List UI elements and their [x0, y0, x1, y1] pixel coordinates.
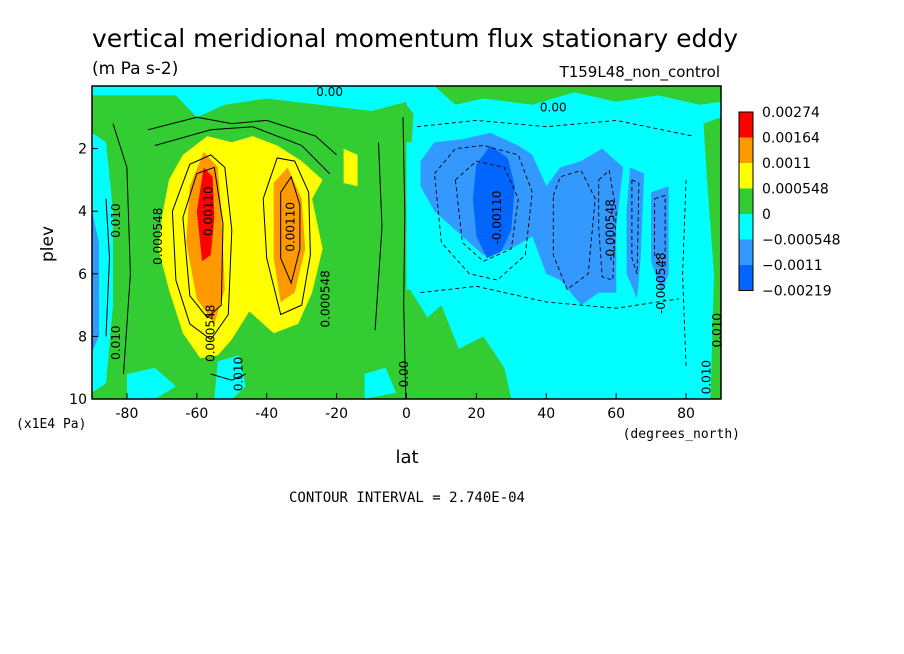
x-tick-label: -20 — [325, 406, 348, 422]
contour-fill-region-18 — [626, 167, 645, 299]
contour-labels: 0.00 0.00 0.010 0.000548 0.00110 0.000548 0.00… — [109, 85, 724, 394]
legend-swatch-1 — [739, 137, 753, 163]
x-axis-label: lat — [395, 447, 418, 468]
contour-fill-region-12 — [196, 167, 215, 262]
contour-fill-region-11 — [273, 167, 306, 302]
contour-label-0: 0.00 — [316, 85, 343, 99]
legend-level-label: 0.0011 — [762, 156, 811, 172]
contour-label-12: -0.000548 — [603, 199, 617, 261]
y-axis-ticks: 2 4 6 8 10 — [69, 142, 98, 408]
contour-label-2: 0.010 — [109, 203, 123, 237]
contour-line-0 — [112, 123, 131, 375]
legend-swatch-2 — [739, 163, 753, 189]
contour-lines — [105, 116, 694, 399]
contour-line-13 — [552, 169, 596, 291]
contour-interval-note: CONTOUR INTERVAL = 2.740E-04 — [289, 490, 525, 506]
legend-level-label: 0 — [762, 207, 771, 223]
color-legend: 0.00274 0.00164 0.0011 0.000548 0 −0.000548 −0… — [738, 105, 841, 300]
contour-fill-region-13 — [434, 86, 721, 105]
contour-line-8 — [210, 373, 247, 381]
legend-level-label: 0.00274 — [762, 105, 820, 121]
x-tick-label: 20 — [467, 406, 485, 422]
legend-swatch-5 — [739, 239, 753, 265]
contour-line-4 — [262, 157, 311, 316]
y-tick-label: 6 — [78, 267, 87, 283]
contour-fill-region-15 — [703, 117, 721, 399]
contour-fill-region-6 — [214, 355, 246, 399]
contour-line-16 — [654, 194, 666, 269]
contour-line-5 — [280, 175, 301, 285]
x-tick-label: 80 — [677, 406, 695, 422]
x-axis-ticks: -80 -60 -40 -20 0 20 40 60 80 — [116, 393, 695, 422]
contour-line-11 — [434, 145, 533, 281]
legend-level-label: −0.00219 — [762, 284, 832, 300]
contour-label-9: 0.010 — [231, 357, 245, 391]
chart-title: vertical meridional momentum flux statio… — [92, 24, 738, 53]
x-tick-label: 60 — [607, 406, 625, 422]
chart-units: (m Pa s-2) — [92, 59, 178, 79]
y-tick-label: 10 — [69, 392, 87, 408]
contour-label-4: 0.00110 — [202, 186, 216, 236]
x-tick-label: -60 — [185, 406, 208, 422]
legend-swatch-3 — [739, 188, 753, 214]
contour-line-19 — [682, 179, 687, 368]
contour-fill-region-4 — [92, 211, 99, 353]
legend-level-label: −0.000548 — [762, 233, 841, 249]
contour-line-2 — [171, 154, 233, 341]
contour-line-9 — [402, 117, 407, 399]
contour-label-3: 0.000548 — [151, 208, 165, 265]
plot-area: 0.00 0.00 0.010 0.000548 0.00110 0.000548 0.00… — [92, 85, 724, 399]
contour-label-6: 0.00110 — [284, 202, 298, 252]
contour-line-1 — [105, 198, 111, 337]
contour-label-5: 0.000548 — [203, 305, 217, 362]
legend-frame — [738, 111, 754, 291]
contour-fill-region-9 — [343, 148, 358, 187]
contour-line-14 — [598, 169, 617, 281]
contour-label-7: 0.000548 — [319, 270, 333, 327]
contour-fill-region-2 — [92, 86, 407, 118]
contour-line-10 — [374, 142, 383, 331]
x-tick-label: 40 — [537, 406, 555, 422]
contour-line-18 — [420, 285, 680, 309]
legend-level-label: 0.000548 — [762, 182, 829, 198]
contour-label-15: 0.010 — [710, 313, 724, 347]
y-axis-label: plev — [38, 226, 58, 262]
contour-label-14: 0.010 — [700, 360, 714, 394]
legend-swatch-6 — [739, 265, 753, 291]
contour-line-17 — [416, 119, 694, 137]
x-tick-label: -40 — [255, 406, 278, 422]
contour-line-7 — [154, 126, 330, 174]
legend-level-label: −0.0011 — [762, 258, 823, 274]
y-tick-label: 4 — [78, 204, 87, 220]
contour-fill-region-5 — [126, 367, 176, 399]
contour-fill-region-14 — [406, 289, 512, 399]
contour-label-1: 0.00 — [540, 100, 567, 114]
dataset-label: T159L48_non_control — [559, 63, 720, 82]
y-axis-units: (x1E4 Pa) — [16, 417, 86, 432]
contour-line-15 — [631, 179, 640, 274]
legend-level-label: 0.00164 — [762, 131, 820, 147]
contour-label-11: -0.00110 — [490, 190, 504, 244]
contour-label-8: 0.010 — [109, 325, 123, 359]
x-axis-units: (degrees_north) — [623, 427, 740, 442]
filled-contours — [92, 86, 721, 399]
contour-fill-region-16 — [406, 104, 414, 143]
x-tick-label: -80 — [116, 406, 139, 422]
legend-swatch-4 — [739, 214, 753, 240]
legend-swatch-0 — [739, 112, 753, 138]
contour-label-10: 0.00 — [397, 361, 411, 388]
contour-line-3 — [182, 166, 224, 319]
contour-line-6 — [147, 116, 337, 156]
contour-fill-region-17 — [420, 132, 624, 306]
contour-fill-region-7 — [364, 367, 396, 399]
contour-label-13: -0.000548 — [654, 252, 668, 314]
x-tick-label: 0 — [402, 406, 411, 422]
contour-fill-region-20 — [472, 145, 515, 259]
y-tick-label: 2 — [78, 142, 87, 158]
y-tick-label: 8 — [78, 329, 87, 345]
